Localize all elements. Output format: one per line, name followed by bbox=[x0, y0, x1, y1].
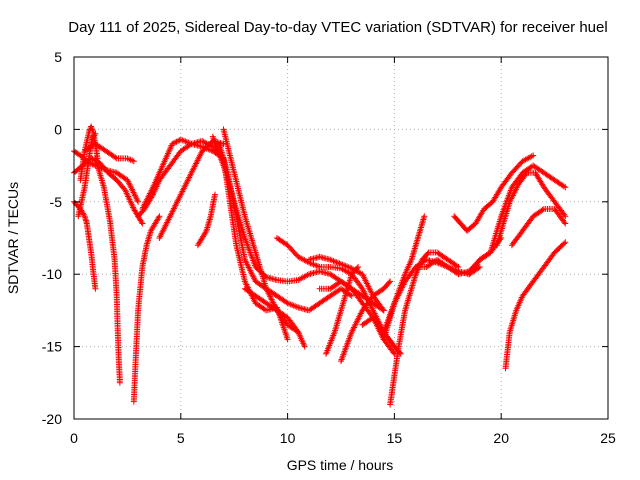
series-arc-32 bbox=[502, 239, 569, 372]
series-arc-11 bbox=[156, 138, 227, 241]
series-arc-19 bbox=[306, 253, 387, 314]
series-arc-31 bbox=[508, 206, 569, 249]
x-tick-label: 10 bbox=[280, 430, 296, 446]
data-point-markers bbox=[216, 140, 355, 314]
data-point-markers bbox=[387, 249, 462, 408]
series-arc-28 bbox=[451, 152, 537, 234]
x-tick-label: 5 bbox=[177, 430, 185, 446]
series-arc-7 bbox=[81, 140, 137, 165]
chart-title: Day 111 of 2025, Sidereal Day-to-day VTE… bbox=[68, 19, 607, 36]
series-arc-6 bbox=[92, 155, 123, 386]
axis-ticks: 0 5 10 15 20 25 5 0 -5 -10 -15 -20 bbox=[42, 49, 616, 446]
x-tick-label: 15 bbox=[387, 430, 403, 446]
data-point-markers bbox=[451, 152, 537, 234]
series-arc-22 bbox=[338, 278, 394, 365]
data-point-markers bbox=[466, 162, 569, 278]
data-point-markers bbox=[241, 285, 308, 350]
y-tick-label: -10 bbox=[42, 266, 62, 282]
data-point-markers bbox=[306, 253, 387, 314]
series-arc-21 bbox=[323, 264, 362, 357]
series-arc-12 bbox=[194, 191, 218, 249]
data-point-markers bbox=[81, 140, 137, 165]
y-tick-label: -5 bbox=[50, 194, 63, 210]
series-arc-24 bbox=[387, 249, 462, 408]
data-point-markers bbox=[130, 213, 163, 405]
data-point-markers bbox=[493, 169, 569, 249]
data-point-markers bbox=[508, 206, 569, 249]
y-tick-label: -15 bbox=[42, 339, 62, 355]
data-point-markers bbox=[323, 264, 362, 357]
y-axis-label: SDTVAR / TECUs bbox=[5, 182, 21, 294]
data-point-markers bbox=[156, 138, 227, 241]
y-tick-label: 5 bbox=[54, 49, 62, 65]
data-point-markers bbox=[194, 191, 218, 249]
x-tick-label: 25 bbox=[600, 430, 616, 446]
x-tick-label: 0 bbox=[70, 430, 78, 446]
series-arc-16 bbox=[216, 140, 355, 314]
data-series bbox=[71, 123, 569, 408]
x-axis-label: GPS time / hours bbox=[287, 457, 394, 473]
data-point-markers bbox=[139, 136, 227, 212]
y-tick-label: -20 bbox=[42, 411, 62, 427]
series-arc-29 bbox=[466, 162, 569, 278]
y-tick-label: 0 bbox=[54, 121, 62, 137]
series-arc-26 bbox=[380, 213, 428, 343]
series-arc-10 bbox=[139, 136, 227, 212]
data-point-markers bbox=[92, 155, 123, 386]
series-arc-8 bbox=[130, 213, 163, 405]
series-arc-17 bbox=[241, 285, 308, 350]
x-tick-label: 20 bbox=[493, 430, 509, 446]
series-arc-30 bbox=[493, 169, 569, 249]
data-point-markers bbox=[338, 278, 394, 365]
plot-frame bbox=[73, 56, 609, 420]
data-point-markers bbox=[502, 239, 569, 372]
data-point-markers bbox=[380, 213, 428, 343]
